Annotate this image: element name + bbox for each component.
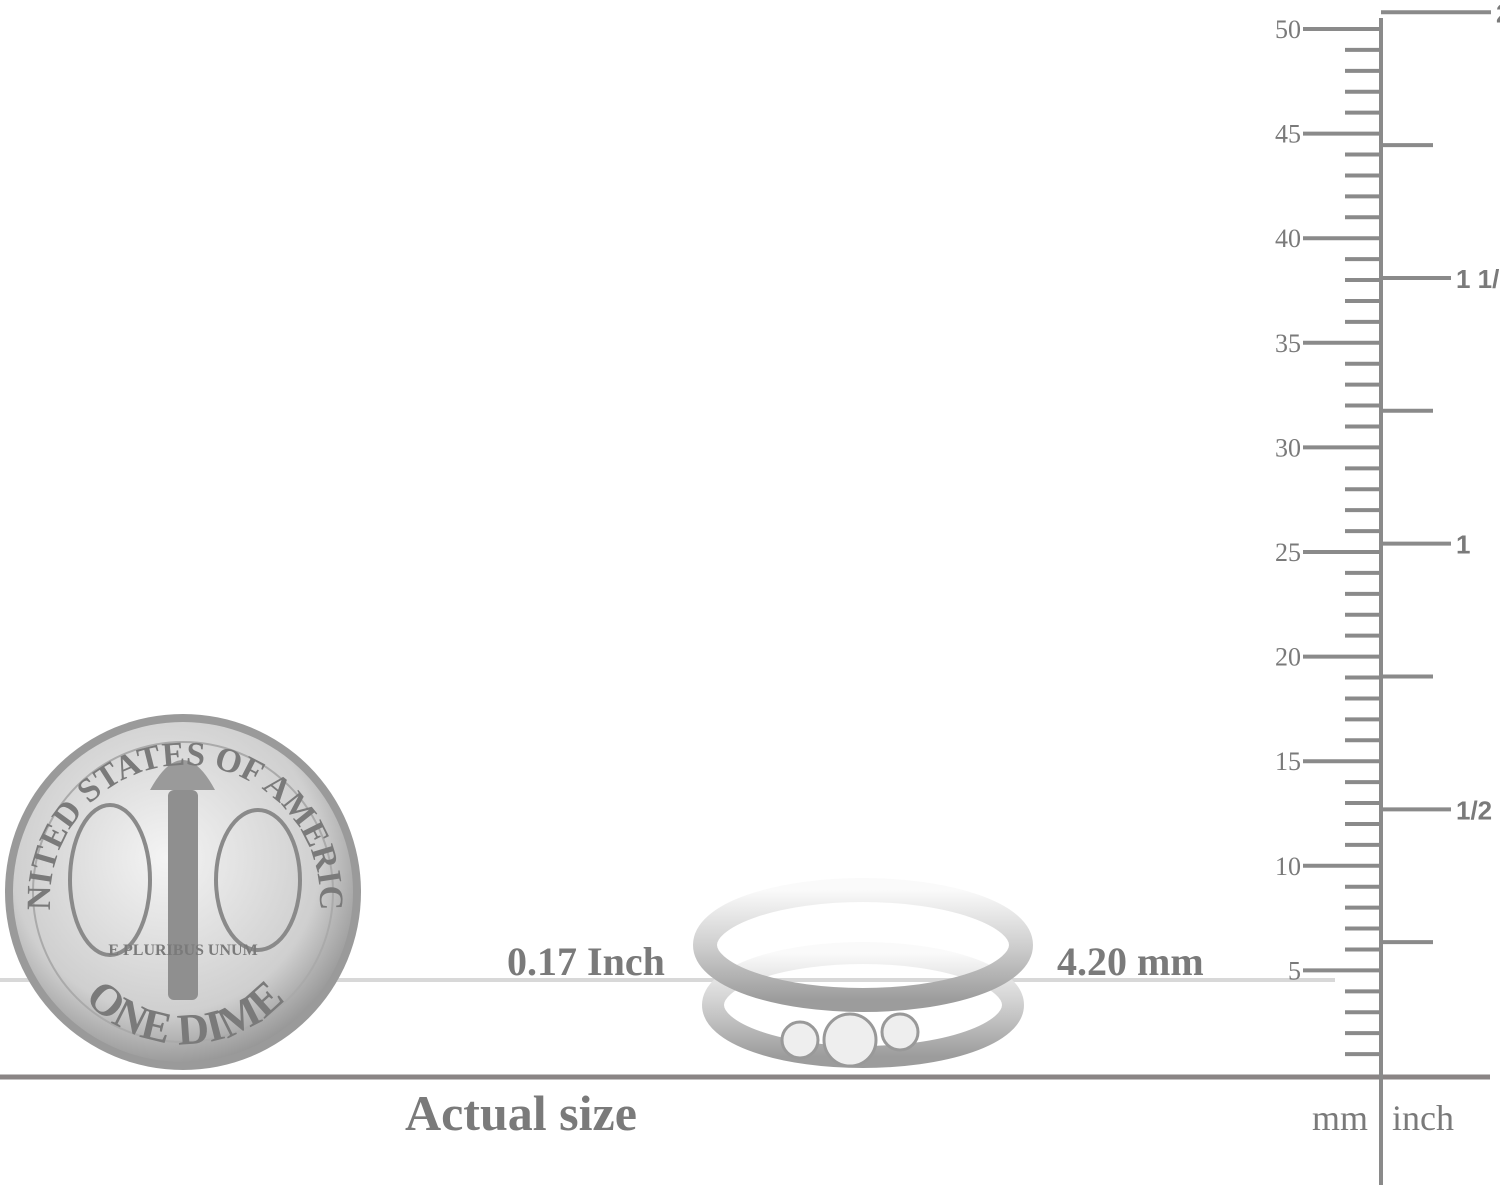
ring-center-stone [822, 1012, 878, 1068]
inch-label: 1 [1456, 530, 1470, 560]
ruler-mm-unit: mm [1312, 1098, 1368, 1138]
inch-label: 1/2 [1456, 795, 1492, 825]
coin-inner-ring [32, 741, 334, 1043]
coin: UNITED STATES OF AMERICA E PLURIBUS UNUM… [0, 0, 361, 1070]
width-mm-label: 4.20 mm [1057, 939, 1204, 984]
ruler-ticks: 50 45 40 35 30 25 20 15 10 5 2 1 1/2 1 1/2 [1275, 0, 1500, 1057]
coin-flame [150, 760, 215, 790]
ruler-inch-unit: inch [1392, 1098, 1454, 1138]
caption: Actual size [405, 1085, 637, 1141]
ring-set [693, 878, 1033, 1068]
mm-label: 5 [1288, 956, 1301, 985]
mm-label: 20 [1275, 643, 1301, 672]
width-inch-label: 0.17 Inch [507, 939, 665, 984]
mm-label: 10 [1275, 852, 1301, 881]
ring-side-stone [880, 1012, 920, 1052]
mm-label: 35 [1275, 329, 1301, 358]
mm-label: 45 [1275, 120, 1301, 149]
mm-label: 25 [1275, 538, 1301, 567]
inch-label: 1 1/2 [1456, 264, 1500, 294]
inch-label: 2 [1496, 0, 1500, 28]
coin-motto: E PLURIBUS UNUM [108, 942, 257, 959]
coin-olive [68, 803, 152, 957]
coin-torch [168, 790, 198, 1000]
mm-label: 50 [1275, 15, 1301, 44]
ring-side-stone [780, 1020, 820, 1060]
coin-oak [214, 808, 302, 952]
mm-label: 40 [1275, 224, 1301, 253]
mm-label: 15 [1275, 747, 1301, 776]
ring-band-upper [693, 878, 1033, 1012]
mm-label: 30 [1275, 433, 1301, 462]
